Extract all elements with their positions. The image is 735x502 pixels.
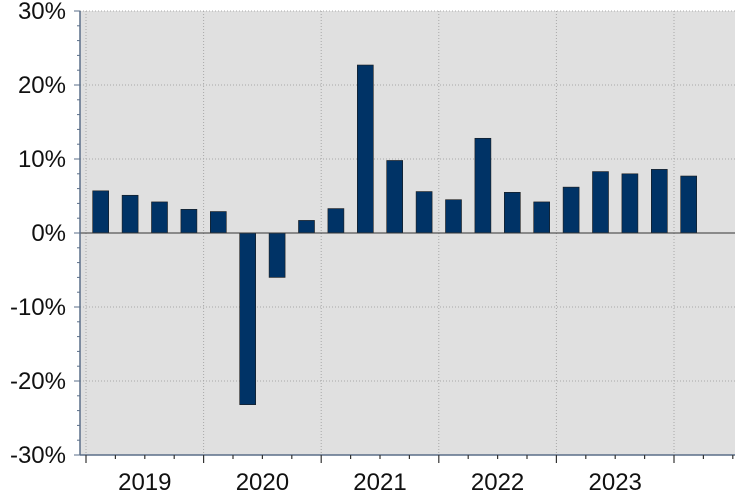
x-tick-label: 2022 [471, 469, 524, 496]
bar [621, 173, 639, 234]
bar [92, 190, 109, 234]
y-tick-label: 30% [18, 0, 66, 25]
bar [180, 209, 198, 234]
bar [680, 175, 698, 234]
bar [474, 137, 492, 234]
x-axis: 2019 2020 2021 2022 2023 [80, 454, 735, 496]
bar [151, 201, 168, 234]
bar [210, 211, 227, 234]
bar [533, 201, 551, 234]
bar [327, 208, 345, 234]
x-tick-label: 2020 [236, 469, 289, 496]
bar [592, 171, 609, 234]
bar [562, 186, 580, 234]
x-tick-label: 2021 [353, 469, 406, 496]
y-axis: 30% 20% 10% 0% -10% -20% -30% [10, 0, 81, 469]
y-tick-label: -30% [10, 442, 66, 469]
bar [356, 64, 374, 234]
y-tick-label: 10% [18, 146, 66, 173]
y-tick-label: 0% [31, 220, 66, 247]
bar [239, 232, 256, 405]
bar [386, 160, 404, 234]
bar [445, 199, 462, 234]
x-tick-label: 2023 [589, 469, 642, 496]
bar [268, 232, 286, 278]
plot-area [80, 10, 735, 456]
bar [415, 191, 433, 234]
y-tick-label: -10% [10, 294, 66, 321]
bar [121, 194, 139, 234]
y-tick-label: -20% [10, 368, 66, 395]
x-tick-label: 2019 [118, 469, 171, 496]
bar [650, 169, 668, 234]
bar [298, 220, 315, 234]
bar [503, 192, 521, 234]
y-tick-label: 20% [18, 72, 66, 99]
